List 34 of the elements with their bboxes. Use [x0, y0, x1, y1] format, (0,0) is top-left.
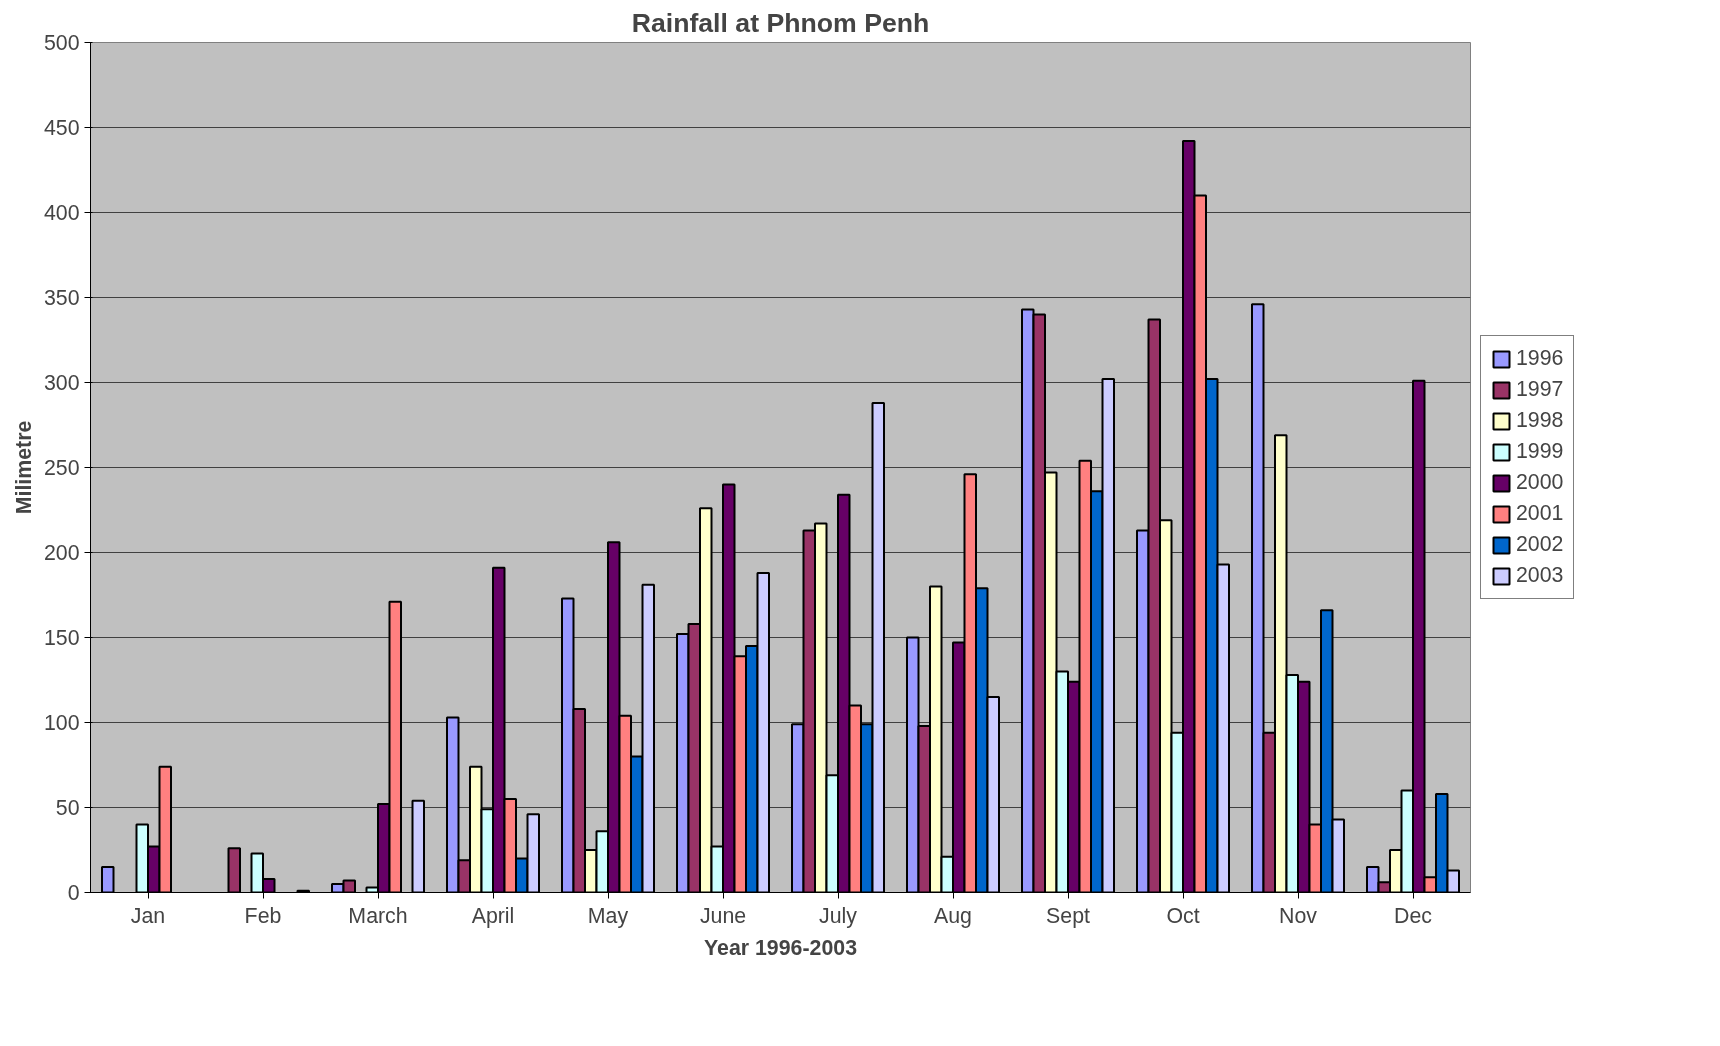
x-tick-label: May [587, 903, 629, 928]
legend-label: 2001 [1516, 501, 1564, 526]
y-tick-label: 450 [43, 116, 80, 140]
x-tick-label: Aug [934, 903, 972, 928]
y-tick-label: 400 [43, 201, 80, 225]
y-tick-label: 150 [43, 626, 80, 650]
x-tick-label: Jan [130, 903, 166, 928]
x-tick-label: Oct [1166, 903, 1200, 928]
x-tick-label: Sept [1046, 903, 1091, 928]
legend-label: 2002 [1516, 532, 1564, 557]
chart-title: Rainfall at Phnom Penh [631, 7, 930, 38]
x-tick-label: June [699, 903, 747, 928]
x-tick-label: April [471, 903, 515, 928]
y-tick-label: 50 [55, 796, 80, 820]
y-tick-label: 0 [67, 881, 80, 905]
x-tick-label: Nov [1279, 903, 1318, 928]
legend-label: 1999 [1516, 439, 1564, 464]
y-axis-title: Milimetre [11, 420, 36, 515]
y-tick-label: 350 [43, 286, 80, 310]
legend-label: 1996 [1516, 346, 1564, 371]
legend-label: 1998 [1516, 408, 1564, 433]
x-tick-label: Dec [1394, 903, 1433, 928]
legend-label: 2000 [1516, 470, 1564, 495]
x-axis-title: Year 1996-2003 [704, 935, 858, 960]
legend-label: 1997 [1516, 377, 1564, 402]
y-tick-label: 200 [43, 541, 80, 565]
x-tick-label: Feb [244, 903, 282, 928]
y-tick-label: 250 [43, 456, 80, 480]
x-tick-label: March [348, 903, 408, 928]
x-tick-label: July [819, 903, 858, 928]
legend-label: 2003 [1516, 563, 1564, 588]
y-tick-label: 100 [43, 711, 80, 735]
y-tick-label: 500 [43, 31, 80, 55]
y-tick-label: 300 [43, 371, 80, 395]
